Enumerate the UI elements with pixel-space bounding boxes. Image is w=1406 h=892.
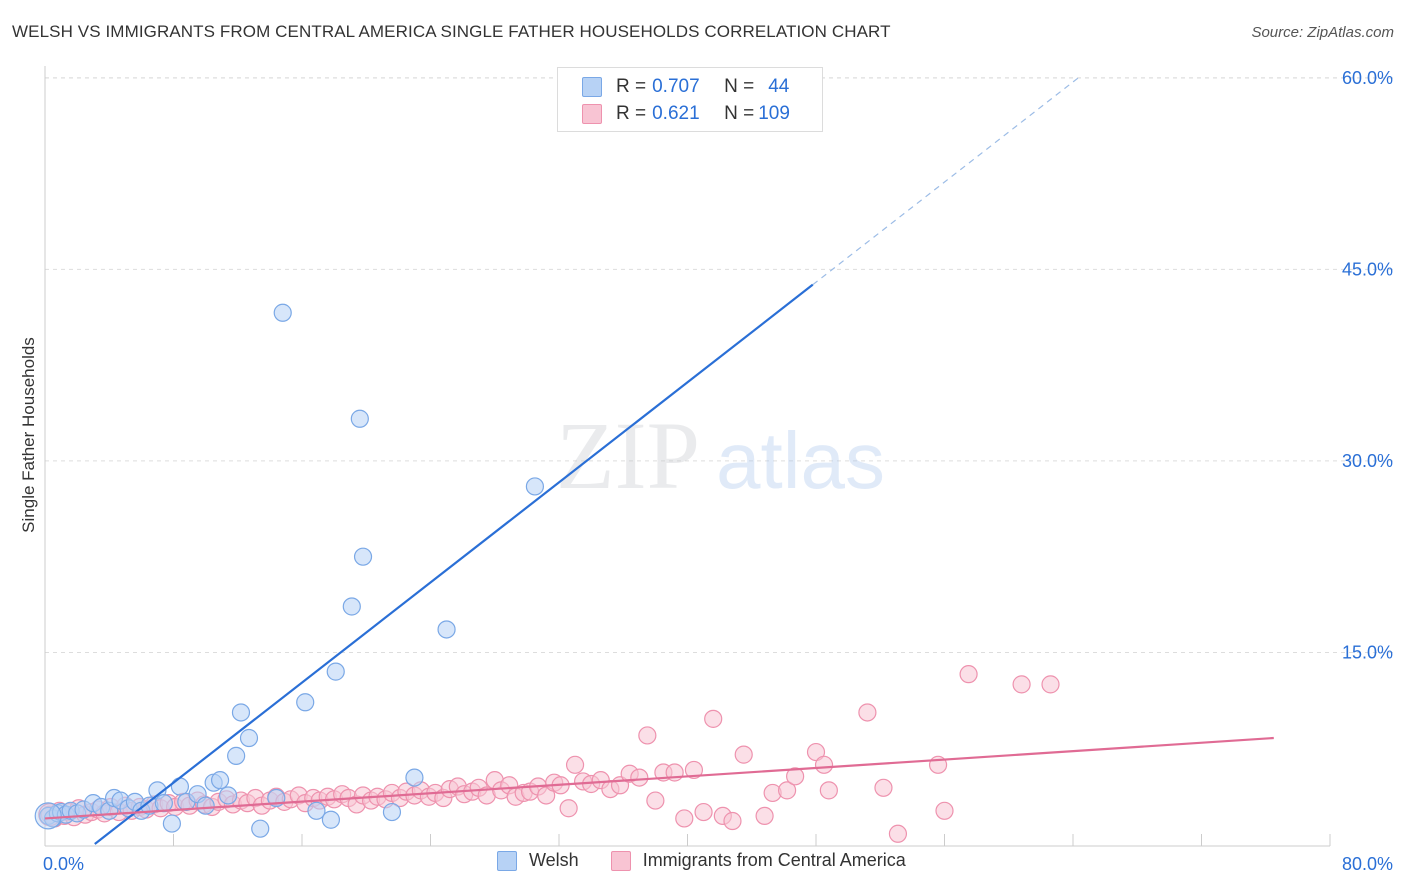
- r-value: 0.707: [652, 76, 700, 97]
- x-tick-label: 0.0%: [43, 854, 84, 874]
- y-tick-label: 15.0%: [1342, 642, 1393, 662]
- watermark: ZIP atlas: [556, 402, 885, 509]
- immigrants-swatch: [582, 104, 602, 124]
- immigrants-point: [888, 824, 908, 843]
- immigrants-point: [559, 799, 578, 818]
- r-label: R =: [616, 103, 647, 124]
- welsh-point: [162, 814, 181, 833]
- source-label: Source: ZipAtlas.com: [1251, 24, 1394, 41]
- y-tick-label: 60.0%: [1342, 68, 1393, 88]
- x-tick-label: 80.0%: [1342, 854, 1393, 874]
- immigrants-point: [858, 703, 877, 722]
- welsh-point: [251, 819, 270, 838]
- welsh-point: [210, 771, 230, 790]
- welsh-point: [196, 796, 215, 815]
- immigrants-point: [959, 665, 978, 684]
- immigrants-trend-line: [44, 736, 1274, 820]
- immigrants-point: [630, 768, 649, 787]
- welsh-trend-line: [94, 283, 814, 845]
- chart-title: WELSH VS IMMIGRANTS FROM CENTRAL AMERICA…: [12, 22, 891, 41]
- welsh-point: [170, 777, 190, 796]
- immigrants-point: [814, 755, 834, 774]
- axes: [44, 66, 1331, 847]
- welsh-point: [219, 786, 238, 805]
- y-tick-label: 45.0%: [1342, 259, 1393, 279]
- immigrants-point: [646, 791, 665, 810]
- immigrants-point: [755, 806, 774, 826]
- immigrants-point: [704, 709, 723, 728]
- immigrants-point: [638, 726, 657, 745]
- series-legend: Welsh Immigrants from Central America: [497, 850, 906, 871]
- y-axis-label: Single Father Households: [19, 337, 38, 533]
- stats-row-immigrants: R = 0.621 N = 109: [582, 102, 790, 126]
- welsh-point: [321, 810, 341, 829]
- welsh-point: [353, 547, 373, 566]
- welsh-point: [525, 477, 545, 496]
- r-value: 0.621: [652, 103, 700, 124]
- immigrants-point: [734, 745, 753, 764]
- welsh-point: [227, 746, 246, 765]
- trend-lines: [44, 75, 1274, 845]
- y-axis-label-wrap: Single Father Households: [16, 300, 42, 570]
- welsh-point: [296, 693, 315, 712]
- immigrants-point: [874, 778, 893, 797]
- watermark-atlas: atlas: [716, 416, 885, 505]
- immigrants-point: [723, 811, 742, 831]
- welsh-point: [382, 802, 402, 822]
- series-immigrants-points: [38, 665, 1060, 843]
- welsh-point: [231, 703, 251, 722]
- welsh-point: [437, 620, 456, 639]
- welsh-point: [405, 768, 424, 787]
- welsh-point: [342, 597, 361, 616]
- immigrants-legend-swatch: [610, 850, 631, 871]
- immigrants-point: [675, 809, 694, 828]
- welsh-swatch: [582, 77, 602, 97]
- immigrants-point: [1012, 675, 1031, 694]
- stats-row-welsh: R = 0.707 N = 44: [582, 75, 789, 99]
- immigrants-point: [777, 781, 797, 800]
- welsh-point: [307, 801, 326, 820]
- grid-lines: [45, 77, 1393, 653]
- n-value: 44: [768, 76, 790, 97]
- immigrants-legend-label: Immigrants from Central America: [642, 850, 906, 870]
- immigrants-point: [1041, 675, 1060, 694]
- series-welsh-points: [34, 303, 545, 838]
- watermark-zip: ZIP: [556, 402, 700, 509]
- welsh-point: [154, 794, 173, 813]
- immigrants-point: [565, 755, 585, 774]
- welsh-point: [34, 802, 62, 830]
- welsh-point: [273, 303, 292, 322]
- welsh-point: [326, 662, 345, 681]
- welsh-point: [350, 409, 369, 428]
- immigrants-point: [935, 801, 954, 820]
- n-label: N =: [724, 103, 755, 124]
- welsh-point: [239, 728, 259, 748]
- r-label: R =: [616, 76, 647, 97]
- n-value: 109: [758, 103, 790, 124]
- immigrants-point: [694, 802, 713, 822]
- welsh-legend-label: Welsh: [529, 850, 579, 870]
- stats-legend: R = 0.707 N = 44 R = 0.621 N = 109: [557, 67, 823, 132]
- welsh-legend-swatch: [497, 850, 517, 871]
- n-label: N =: [724, 76, 755, 97]
- welsh-trend-extension: [812, 75, 1082, 286]
- immigrants-point: [684, 760, 704, 780]
- immigrants-point: [786, 767, 805, 786]
- tick-labels: 15.0% 30.0% 45.0% 60.0% 0.0% 80.0%: [43, 68, 1393, 874]
- immigrants-point: [819, 781, 838, 800]
- y-tick-label: 30.0%: [1342, 451, 1393, 471]
